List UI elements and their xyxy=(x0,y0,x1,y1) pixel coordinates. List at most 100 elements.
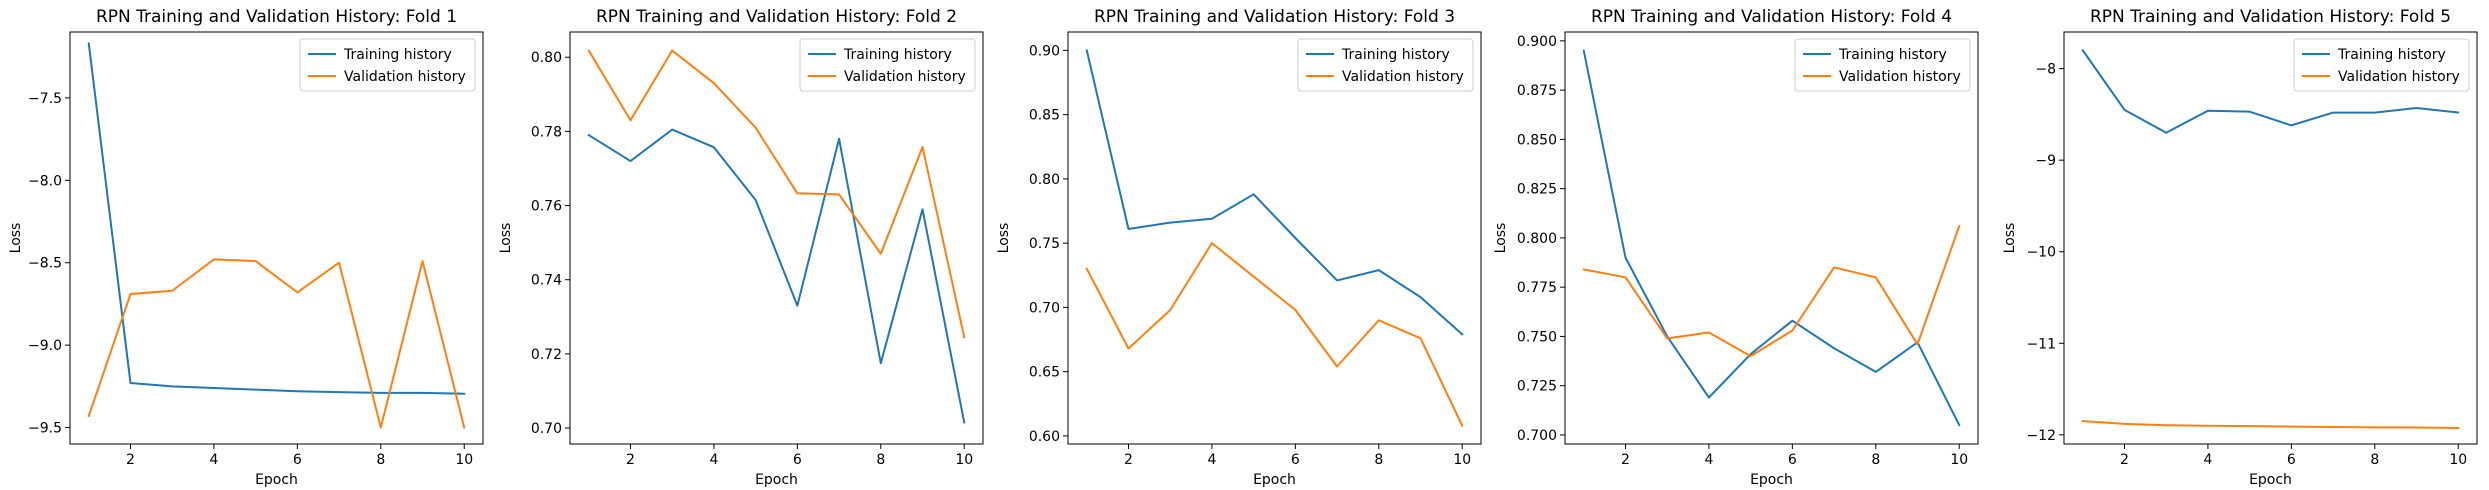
y-tick-label: −9 xyxy=(2035,153,2056,169)
y-tick-label: −8.5 xyxy=(28,256,62,272)
y-tick-label: 0.775 xyxy=(1517,280,1557,296)
x-tick-label: 2 xyxy=(626,452,635,468)
x-tick-label: 4 xyxy=(709,452,718,468)
legend-entry: Validation history xyxy=(844,69,966,85)
y-tick-label: 0.78 xyxy=(531,124,562,140)
y-tick-label: −9.5 xyxy=(28,421,62,437)
y-tick-label: 0.70 xyxy=(531,421,562,437)
series-line-training xyxy=(587,128,966,424)
legend: Training history Validation history xyxy=(299,38,476,92)
series-line-training xyxy=(1582,49,1961,427)
x-axis-label: Epoch xyxy=(755,472,798,488)
legend: Training history Validation history xyxy=(2293,38,2470,92)
x-tick-label: 10 xyxy=(455,452,473,468)
y-tick-label: 0.70 xyxy=(1029,300,1060,316)
chart-title: RPN Training and Validation History: Fol… xyxy=(596,7,957,27)
legend: Training history Validation history xyxy=(1297,38,1474,92)
x-tick-label: 8 xyxy=(376,452,385,468)
series-line-training xyxy=(1085,49,1464,336)
y-axis-label: Loss xyxy=(498,223,514,254)
series-line-training xyxy=(2081,48,2460,134)
chart-title: RPN Training and Validation History: Fol… xyxy=(2090,7,2451,27)
legend-box xyxy=(799,38,976,92)
series-line-validation xyxy=(87,258,466,429)
legend-entry: Training history xyxy=(2337,47,2446,63)
y-tick-label: 0.80 xyxy=(531,50,562,66)
plot-frame xyxy=(1564,31,1979,445)
y-axis-label: Loss xyxy=(996,223,1012,254)
legend-box xyxy=(299,38,476,92)
x-tick-label: 8 xyxy=(2370,452,2379,468)
y-axis-label: Loss xyxy=(1493,223,1509,254)
y-tick-label: 0.850 xyxy=(1517,132,1557,148)
x-tick-label: 4 xyxy=(2203,452,2212,468)
legend-entry: Training history xyxy=(1838,47,1947,63)
x-tick-label: 4 xyxy=(1207,452,1216,468)
x-tick-label: 6 xyxy=(293,452,302,468)
plot-frame xyxy=(2063,31,2478,445)
x-tick-label: 10 xyxy=(1453,452,1471,468)
y-tick-label: −11 xyxy=(2026,336,2056,352)
legend-box xyxy=(1297,38,1474,92)
chart-panel-fold-2: RPN Training and Validation History: Fol… xyxy=(498,7,984,488)
series-line-validation xyxy=(1582,224,1961,358)
x-tick-label: 2 xyxy=(2120,452,2129,468)
y-tick-label: −8 xyxy=(2035,62,2056,78)
legend-box xyxy=(1794,38,1971,92)
x-tick-label: 4 xyxy=(1704,452,1713,468)
legend-entry: Training history xyxy=(343,47,452,63)
x-tick-label: 10 xyxy=(2449,452,2467,468)
y-tick-label: 0.65 xyxy=(1029,365,1060,381)
chart-title: RPN Training and Validation History: Fol… xyxy=(96,7,457,27)
chart-title: RPN Training and Validation History: Fol… xyxy=(1094,7,1455,27)
series-line-validation xyxy=(2081,420,2460,429)
y-tick-label: 0.700 xyxy=(1517,428,1557,444)
plot-frame xyxy=(69,31,484,445)
plot-frame xyxy=(569,31,984,445)
y-tick-label: 0.90 xyxy=(1029,43,1060,59)
x-tick-label: 8 xyxy=(1871,452,1880,468)
legend-entry: Validation history xyxy=(1839,69,1961,85)
y-tick-label: 0.72 xyxy=(531,347,562,363)
legend-entry: Training history xyxy=(1341,47,1450,63)
x-tick-label: 10 xyxy=(1950,452,1968,468)
x-axis-label: Epoch xyxy=(255,472,298,488)
x-tick-label: 6 xyxy=(1788,452,1797,468)
y-tick-label: 0.76 xyxy=(531,199,562,215)
chart-panel-fold-5: RPN Training and Validation History: Fol… xyxy=(2002,7,2478,488)
x-axis-label: Epoch xyxy=(1253,472,1296,488)
y-axis-label: Loss xyxy=(8,223,24,254)
legend: Training history Validation history xyxy=(1794,38,1971,92)
y-tick-label: 0.80 xyxy=(1029,172,1060,188)
y-tick-label: 0.875 xyxy=(1517,83,1557,99)
y-tick-label: 0.750 xyxy=(1517,329,1557,345)
y-tick-label: −12 xyxy=(2026,428,2056,444)
y-tick-label: 0.60 xyxy=(1029,429,1060,445)
x-tick-label: 10 xyxy=(955,452,973,468)
legend-entry: Validation history xyxy=(2338,69,2460,85)
x-axis-label: Epoch xyxy=(2249,472,2292,488)
y-tick-label: 0.75 xyxy=(1029,236,1060,252)
y-tick-label: −10 xyxy=(2026,245,2056,261)
y-tick-label: −8.0 xyxy=(28,173,62,189)
legend-box xyxy=(2293,38,2470,92)
x-axis-label: Epoch xyxy=(1750,472,1793,488)
legend: Training history Validation history xyxy=(799,38,976,92)
x-tick-label: 2 xyxy=(1124,452,1133,468)
legend-entry: Validation history xyxy=(344,69,466,85)
x-tick-label: 2 xyxy=(126,452,135,468)
y-tick-label: −7.5 xyxy=(28,91,62,107)
legend-entry: Training history xyxy=(843,47,952,63)
chart-panel-fold-3: RPN Training and Validation History: Fol… xyxy=(996,7,1482,488)
x-tick-label: 8 xyxy=(876,452,885,468)
y-tick-label: 0.825 xyxy=(1517,182,1557,198)
series-line-validation xyxy=(1085,242,1464,427)
legend-entry: Validation history xyxy=(1342,69,1464,85)
x-tick-label: 4 xyxy=(209,452,218,468)
x-tick-label: 6 xyxy=(1291,452,1300,468)
x-tick-label: 2 xyxy=(1621,452,1630,468)
chart-panel-fold-1: RPN Training and Validation History: Fol… xyxy=(8,7,484,488)
y-tick-label: 0.900 xyxy=(1517,34,1557,50)
plot-frame xyxy=(1067,31,1482,445)
